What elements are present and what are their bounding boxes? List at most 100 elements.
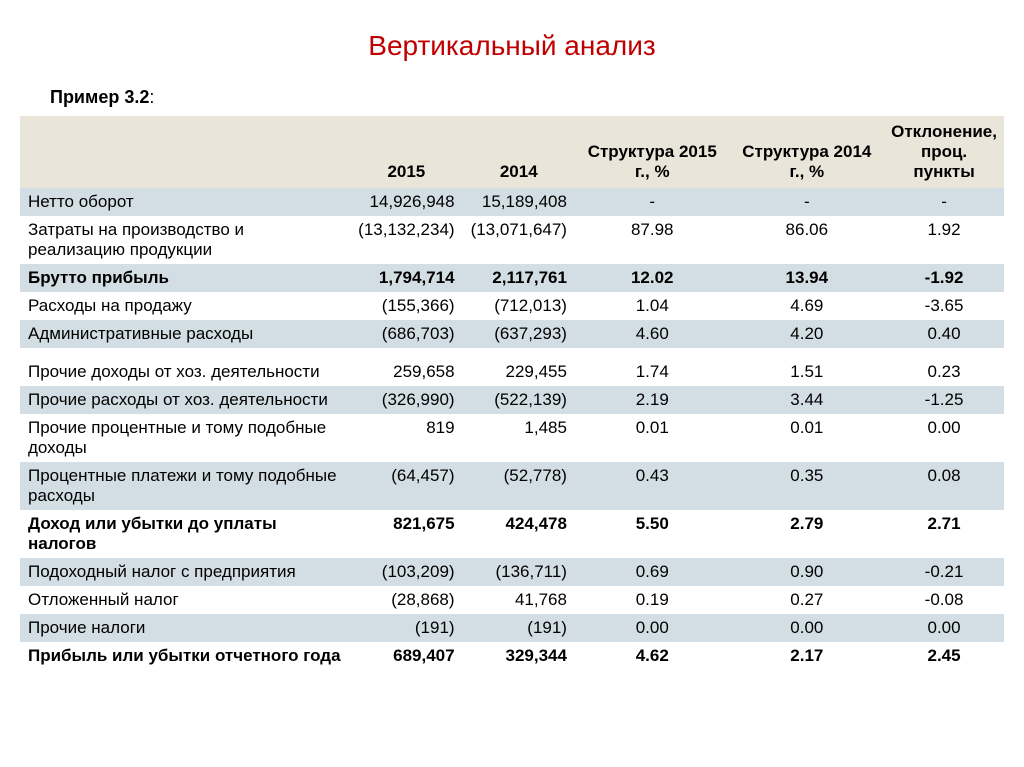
- cell-2015: (326,990): [350, 386, 462, 414]
- col-header-2014: 2014: [463, 116, 575, 188]
- cell-struct-2014: 0.01: [730, 414, 885, 462]
- cell-2014: 15,189,408: [463, 188, 575, 216]
- spacer-cell: [20, 348, 1004, 358]
- cell-struct-2014: -: [730, 188, 885, 216]
- cell-struct-2014: 86.06: [730, 216, 885, 264]
- cell-deviation: 0.40: [884, 320, 1004, 348]
- cell-struct-2015: 4.62: [575, 642, 730, 670]
- cell-deviation: 2.45: [884, 642, 1004, 670]
- table-row: Прибыль или убытки отчетного года689,407…: [20, 642, 1004, 670]
- cell-deviation: -0.08: [884, 586, 1004, 614]
- cell-2015: 259,658: [350, 358, 462, 386]
- cell-deviation: 0.00: [884, 614, 1004, 642]
- cell-2015: (28,868): [350, 586, 462, 614]
- cell-struct-2015: 4.60: [575, 320, 730, 348]
- table-row: Административные расходы(686,703)(637,29…: [20, 320, 1004, 348]
- cell-struct-2014: 13.94: [730, 264, 885, 292]
- cell-2015: (686,703): [350, 320, 462, 348]
- cell-2014: 424,478: [463, 510, 575, 558]
- cell-struct-2014: 2.17: [730, 642, 885, 670]
- cell-label: Прочие процентные и тому подобные доходы: [20, 414, 350, 462]
- cell-deviation: -1.92: [884, 264, 1004, 292]
- cell-struct-2015: 2.19: [575, 386, 730, 414]
- table-row: Подоходный налог с предприятия(103,209)(…: [20, 558, 1004, 586]
- table-header: 2015 2014 Структура 2015 г., % Структура…: [20, 116, 1004, 188]
- cell-label: Затраты на производство и реализацию про…: [20, 216, 350, 264]
- cell-2015: (13,132,234): [350, 216, 462, 264]
- cell-2014: 2,117,761: [463, 264, 575, 292]
- col-header-struct-2015: Структура 2015 г., %: [575, 116, 730, 188]
- cell-label: Нетто оборот: [20, 188, 350, 216]
- example-label-text: Пример 3.2: [50, 87, 149, 107]
- cell-2015: (155,366): [350, 292, 462, 320]
- table-body: Нетто оборот14,926,94815,189,408---Затра…: [20, 188, 1004, 670]
- cell-label: Доход или убытки до уплаты налогов: [20, 510, 350, 558]
- col-header-2015: 2015: [350, 116, 462, 188]
- cell-deviation: -0.21: [884, 558, 1004, 586]
- cell-deviation: 0.23: [884, 358, 1004, 386]
- cell-struct-2014: 2.79: [730, 510, 885, 558]
- cell-2015: 689,407: [350, 642, 462, 670]
- cell-struct-2015: 1.04: [575, 292, 730, 320]
- cell-deviation: 1.92: [884, 216, 1004, 264]
- cell-deviation: -1.25: [884, 386, 1004, 414]
- cell-label: Прочие налоги: [20, 614, 350, 642]
- cell-struct-2015: -: [575, 188, 730, 216]
- cell-struct-2014: 4.20: [730, 320, 885, 348]
- cell-struct-2015: 0.00: [575, 614, 730, 642]
- cell-label: Прочие доходы от хоз. деятельности: [20, 358, 350, 386]
- cell-deviation: -: [884, 188, 1004, 216]
- cell-2014: 229,455: [463, 358, 575, 386]
- table-row: Доход или убытки до уплаты налогов821,67…: [20, 510, 1004, 558]
- cell-deviation: 0.08: [884, 462, 1004, 510]
- table-row: Брутто прибыль1,794,7142,117,76112.0213.…: [20, 264, 1004, 292]
- cell-deviation: 2.71: [884, 510, 1004, 558]
- cell-struct-2015: 5.50: [575, 510, 730, 558]
- cell-2015: (64,457): [350, 462, 462, 510]
- cell-struct-2014: 0.27: [730, 586, 885, 614]
- example-label-colon: :: [149, 87, 154, 107]
- cell-2015: 819: [350, 414, 462, 462]
- cell-struct-2014: 3.44: [730, 386, 885, 414]
- page-title: Вертикальный анализ: [20, 30, 1004, 62]
- table-row: [20, 348, 1004, 358]
- cell-label: Подоходный налог с предприятия: [20, 558, 350, 586]
- page: Вертикальный анализ Пример 3.2: 2015 201…: [0, 0, 1024, 690]
- cell-2014: 41,768: [463, 586, 575, 614]
- cell-2014: 329,344: [463, 642, 575, 670]
- cell-label: Отложенный налог: [20, 586, 350, 614]
- cell-2014: (522,139): [463, 386, 575, 414]
- table-row: Прочие процентные и тому подобные доходы…: [20, 414, 1004, 462]
- cell-2014: (136,711): [463, 558, 575, 586]
- cell-struct-2014: 0.00: [730, 614, 885, 642]
- cell-label: Процентные платежи и тому подобные расхо…: [20, 462, 350, 510]
- cell-2015: (191): [350, 614, 462, 642]
- cell-struct-2014: 1.51: [730, 358, 885, 386]
- table-row: Процентные платежи и тому подобные расхо…: [20, 462, 1004, 510]
- cell-struct-2015: 1.74: [575, 358, 730, 386]
- cell-2014: (52,778): [463, 462, 575, 510]
- cell-struct-2014: 4.69: [730, 292, 885, 320]
- col-header-deviation: Отклонение, проц. пункты: [884, 116, 1004, 188]
- cell-2015: (103,209): [350, 558, 462, 586]
- cell-label: Расходы на продажу: [20, 292, 350, 320]
- table-row: Затраты на производство и реализацию про…: [20, 216, 1004, 264]
- cell-struct-2015: 87.98: [575, 216, 730, 264]
- cell-2015: 821,675: [350, 510, 462, 558]
- cell-struct-2015: 12.02: [575, 264, 730, 292]
- cell-struct-2015: 0.01: [575, 414, 730, 462]
- cell-struct-2014: 0.90: [730, 558, 885, 586]
- cell-struct-2015: 0.69: [575, 558, 730, 586]
- col-header-label: [20, 116, 350, 188]
- table-row: Прочие доходы от хоз. деятельности259,65…: [20, 358, 1004, 386]
- table-row: Прочие налоги(191)(191)0.000.000.00: [20, 614, 1004, 642]
- col-header-struct-2014: Структура 2014 г., %: [730, 116, 885, 188]
- cell-2014: 1,485: [463, 414, 575, 462]
- cell-2014: (13,071,647): [463, 216, 575, 264]
- cell-2015: 14,926,948: [350, 188, 462, 216]
- cell-2014: (637,293): [463, 320, 575, 348]
- table-row: Нетто оборот14,926,94815,189,408---: [20, 188, 1004, 216]
- cell-label: Брутто прибыль: [20, 264, 350, 292]
- analysis-table: 2015 2014 Структура 2015 г., % Структура…: [20, 116, 1004, 670]
- cell-label: Прочие расходы от хоз. деятельности: [20, 386, 350, 414]
